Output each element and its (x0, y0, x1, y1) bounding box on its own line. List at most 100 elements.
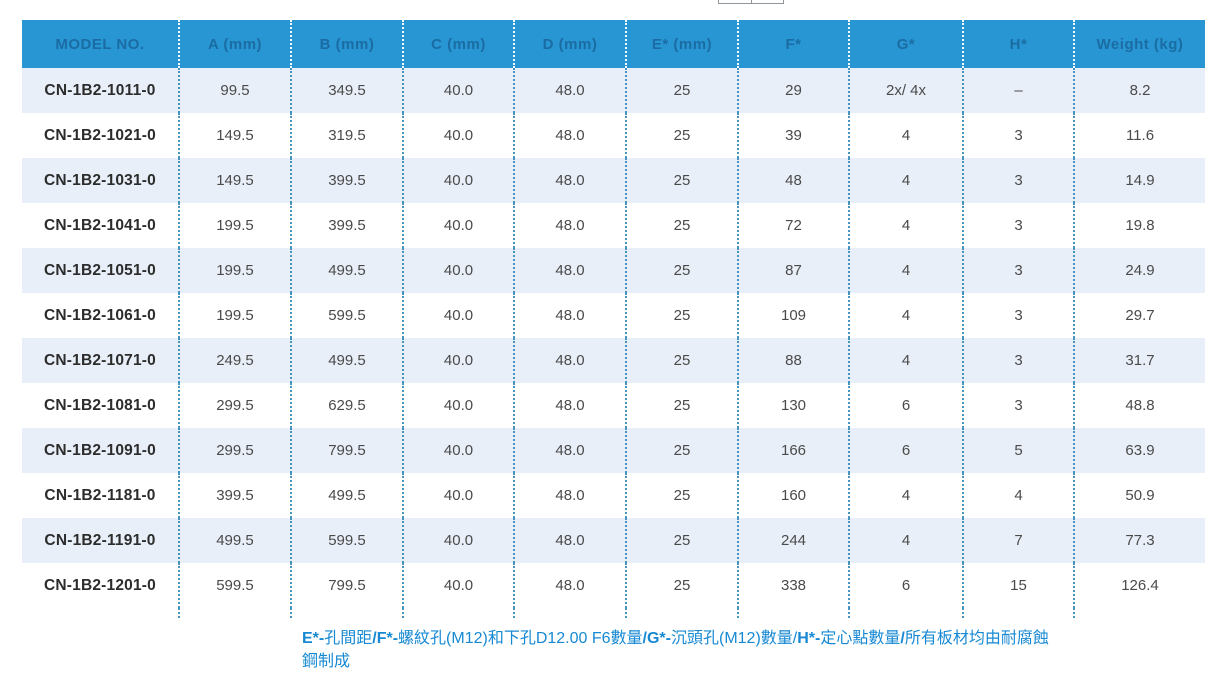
separator-tick (848, 608, 962, 618)
value-cell: 599.5 (290, 293, 402, 338)
value-cell: 629.5 (290, 383, 402, 428)
separator-tick (962, 608, 1073, 618)
value-cell: 4 (848, 293, 962, 338)
value-cell: 4 (962, 473, 1073, 518)
value-cell: 63.9 (1073, 428, 1205, 473)
value-cell: 24.9 (1073, 248, 1205, 293)
value-cell: 99.5 (178, 68, 290, 113)
value-cell: 40.0 (402, 518, 513, 563)
value-cell: 3 (962, 383, 1073, 428)
model-no-cell: CN-1B2-1091-0 (43, 441, 156, 459)
separator-ticks (22, 608, 1205, 618)
separator-tick (178, 608, 290, 618)
value-cell: 499.5 (290, 248, 402, 293)
footnote-marker: F*- (376, 630, 399, 647)
value-cell: 29 (737, 68, 848, 113)
value-cell: 48.8 (1073, 383, 1205, 428)
model-no-cell: CN-1B2-1031-0 (43, 171, 156, 189)
value-cell: 299.5 (178, 383, 290, 428)
footnote-marker: H*- (797, 630, 821, 647)
footnote-text: / (792, 630, 798, 647)
value-cell: 40.0 (402, 293, 513, 338)
value-cell: 799.5 (290, 428, 402, 473)
separator-tick (22, 608, 178, 618)
value-cell: 14.9 (1073, 158, 1205, 203)
value-cell: 3 (962, 203, 1073, 248)
column-header-model: MODEL NO. (55, 35, 145, 53)
table-row: CN-1B2-1011-0 99.5 349.5 40.0 48.0 25 29 2x/ 4x… (22, 68, 1205, 113)
value-cell: 499.5 (290, 473, 402, 518)
value-cell: 126.4 (1073, 563, 1205, 608)
value-cell: 149.5 (178, 113, 290, 158)
separator-tick (402, 608, 513, 618)
value-cell: 88 (737, 338, 848, 383)
model-no-cell: CN-1B2-1051-0 (43, 261, 156, 279)
table-row: CN-1B2-1081-0 299.5 629.5 40.0 48.0 25 130 6 3 48… (22, 383, 1205, 428)
value-cell: 149.5 (178, 158, 290, 203)
separator-tick (1073, 608, 1205, 618)
value-cell: 40.0 (402, 158, 513, 203)
value-cell: 48.0 (513, 158, 625, 203)
column-header-f: F* (737, 20, 848, 68)
value-cell: 599.5 (290, 518, 402, 563)
value-cell: 499.5 (290, 338, 402, 383)
value-cell: 3 (962, 338, 1073, 383)
footnote-marker: / (372, 630, 377, 647)
value-cell: 338 (737, 563, 848, 608)
value-cell: 349.5 (290, 68, 402, 113)
value-cell: 3 (962, 158, 1073, 203)
value-cell: 3 (962, 248, 1073, 293)
table-header-row: MODEL NO. A (mm) B (mm) C (mm) D (mm) E*… (22, 20, 1205, 68)
value-cell: 7 (962, 518, 1073, 563)
value-cell: 4 (848, 473, 962, 518)
spec-table: MODEL NO. A (mm) B (mm) C (mm) D (mm) E*… (22, 20, 1205, 618)
value-cell: 4 (848, 338, 962, 383)
value-cell: 77.3 (1073, 518, 1205, 563)
column-header-e: E* (mm) (625, 20, 737, 68)
value-cell: 40.0 (402, 428, 513, 473)
footnote-marker: E*- (302, 630, 325, 647)
value-cell: 8.2 (1073, 68, 1205, 113)
value-cell: 19.8 (1073, 203, 1205, 248)
value-cell: 31.7 (1073, 338, 1205, 383)
value-cell: 29.7 (1073, 293, 1205, 338)
value-cell: 25 (625, 338, 737, 383)
value-cell: 799.5 (290, 563, 402, 608)
footnote-marker: / (900, 630, 905, 647)
value-cell: 299.5 (178, 428, 290, 473)
footnote: E*-孔間距/F*-螺紋孔(M12)和下孔D12.00 F6數量/G*-沉頭孔(… (302, 627, 1064, 673)
table-row: CN-1B2-1031-0 149.5 399.5 40.0 48.0 25 48 4 3 14.… (22, 158, 1205, 203)
table-row: CN-1B2-1191-0 499.5 599.5 40.0 48.0 25 244 4 7 77… (22, 518, 1205, 563)
value-cell: 15 (962, 563, 1073, 608)
column-header-weight: Weight (kg) (1073, 20, 1205, 68)
value-cell: 48.0 (513, 428, 625, 473)
footnote-text: 定心點數量 (820, 630, 901, 647)
value-cell: 40.0 (402, 203, 513, 248)
column-header-b: B (mm) (290, 20, 402, 68)
value-cell: 11.6 (1073, 113, 1205, 158)
value-cell: 25 (625, 113, 737, 158)
footnote-text: 螺紋孔(M12)和下孔D12.00 F6數量 (398, 630, 643, 647)
model-no-cell: CN-1B2-1011-0 (44, 81, 156, 99)
value-cell: 48 (737, 158, 848, 203)
value-cell: 25 (625, 158, 737, 203)
value-cell: 25 (625, 68, 737, 113)
model-no-cell: CN-1B2-1191-0 (44, 531, 156, 549)
value-cell: 25 (625, 248, 737, 293)
cropped-figure-edge (718, 0, 784, 4)
table-body: CN-1B2-1011-0 99.5 349.5 40.0 48.0 25 29 2x/ 4x… (22, 68, 1205, 608)
footnote-text: 沉頭孔(M12)數量 (670, 630, 793, 647)
value-cell: 4 (848, 518, 962, 563)
value-cell: 48.0 (513, 113, 625, 158)
value-cell: 25 (625, 293, 737, 338)
value-cell: 2x/ 4x (848, 68, 962, 113)
value-cell: 39 (737, 113, 848, 158)
value-cell: 48.0 (513, 293, 625, 338)
footnote-text: 所有板材均由耐腐蝕鋼制成 (302, 630, 1049, 670)
model-no-cell: CN-1B2-1061-0 (43, 306, 156, 324)
value-cell: 319.5 (290, 113, 402, 158)
value-cell: 50.9 (1073, 473, 1205, 518)
value-cell: 3 (962, 113, 1073, 158)
value-cell: 109 (737, 293, 848, 338)
column-header-d: D (mm) (513, 20, 625, 68)
